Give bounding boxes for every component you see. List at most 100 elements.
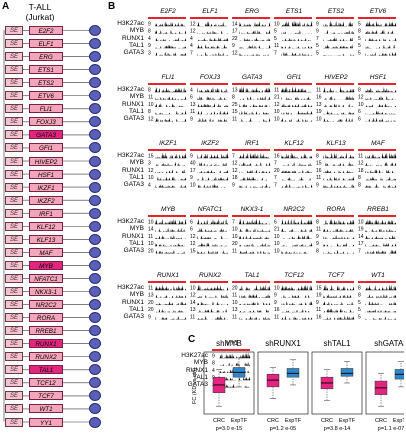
- category-label: ExpTF: [285, 418, 302, 424]
- signal-track: [239, 301, 271, 305]
- track-scale: 7: [232, 219, 235, 225]
- signal-track: [239, 309, 271, 313]
- signal-track: [365, 29, 397, 34]
- signal-track: [281, 110, 313, 115]
- signal-track: [323, 53, 355, 56]
- se-box: SE: [5, 391, 23, 401]
- signal-track: [155, 37, 187, 41]
- signal-track: [155, 227, 187, 232]
- se-box: SE: [5, 326, 23, 336]
- locus-gene-name: KLF13: [326, 140, 346, 147]
- signal-track: [155, 21, 187, 27]
- signal-track: [219, 376, 251, 381]
- track-scale: 21: [274, 227, 280, 233]
- gene-box: GFI1: [29, 143, 63, 153]
- super-enhancer-bar: [316, 83, 354, 85]
- gene-box: NR2C2: [29, 300, 63, 310]
- signal-track: [197, 51, 229, 56]
- signal-track: [323, 228, 355, 232]
- track-label: TAL1: [128, 173, 144, 181]
- signal-track: [239, 243, 271, 247]
- network-row: SE ETS1: [3, 63, 103, 76]
- tf-node: [89, 25, 101, 36]
- se-box: SE: [5, 39, 23, 49]
- track-scale: 13: [232, 87, 238, 93]
- signal-track: [365, 20, 397, 27]
- signal-track: [155, 294, 187, 298]
- se-box: SE: [5, 378, 23, 388]
- gene-box: ETV6: [29, 91, 63, 101]
- tf-node: [89, 64, 101, 76]
- network-row: SE NKX3-1: [3, 285, 103, 298]
- track-scale: 20: [232, 285, 238, 291]
- track-scale: 3: [148, 51, 151, 57]
- signal-track: [281, 308, 313, 313]
- locus-gene-name: FOXJ3: [199, 74, 221, 81]
- network-row: SE RUNX2: [3, 350, 103, 363]
- gene-box: TAL1: [29, 365, 63, 375]
- boxplot-title: shRUNX1: [265, 339, 301, 348]
- signal-track: [239, 161, 271, 166]
- track-scale: 15: [316, 161, 322, 167]
- track-scale: 16: [316, 95, 322, 101]
- network-row: SE E2F2: [3, 24, 103, 37]
- network-row: SE HIVEP2: [3, 155, 103, 168]
- tf-node: [89, 364, 101, 376]
- tf-node: [89, 194, 101, 206]
- signal-track: [365, 309, 397, 313]
- signal-track: [365, 117, 397, 122]
- track-scale: 5: [358, 307, 361, 313]
- tf-node: [89, 142, 101, 154]
- boxplot-title: shMYB: [216, 339, 242, 348]
- super-enhancer-bar: [274, 149, 312, 151]
- network-row: SE MYB: [3, 259, 103, 272]
- track-scale: 10: [148, 219, 154, 225]
- track-scale: 9: [148, 21, 151, 27]
- boxplot-title: shGATA3: [374, 339, 404, 348]
- tf-node: [89, 155, 101, 167]
- track-scale: 8: [212, 361, 215, 367]
- signal-track: [239, 235, 271, 239]
- signal-track: [323, 110, 355, 115]
- track-scale: 40: [190, 161, 196, 167]
- se-box: SE: [5, 339, 23, 349]
- track-label: MYB: [129, 291, 144, 299]
- track-scale: 15: [148, 153, 154, 159]
- track-label: GATA3: [123, 313, 144, 321]
- signal-track: [219, 361, 251, 366]
- se-box: SE: [5, 260, 23, 270]
- signal-track: [365, 242, 397, 247]
- track-scale: 12: [190, 21, 196, 27]
- signal-track: [239, 316, 271, 320]
- track-scale: 5: [274, 36, 277, 42]
- signal-track: [365, 86, 397, 93]
- track-scale: 11: [316, 227, 321, 233]
- super-enhancer-bar: [358, 215, 396, 217]
- box-crc: [266, 374, 280, 388]
- super-enhancer-bar: [190, 83, 228, 85]
- signal-track: [281, 294, 313, 298]
- se-box: SE: [5, 234, 23, 244]
- tf-node: [89, 77, 101, 89]
- signal-track: [197, 110, 229, 115]
- gene-box: RUNX1: [29, 339, 63, 349]
- network-row: SE ETS2: [3, 76, 103, 89]
- locus-gene-name: MYB: [160, 206, 176, 213]
- se-box: SE: [5, 78, 23, 88]
- track-scale: 6: [358, 117, 361, 123]
- signal-track: [155, 96, 187, 100]
- gene-box: KLF13: [29, 234, 63, 244]
- track-label: H3K27ac: [117, 20, 144, 27]
- track-scale: 6: [358, 109, 361, 115]
- signal-track: [323, 20, 355, 27]
- track-scale: 12: [274, 102, 280, 108]
- track-scale: 6: [190, 219, 193, 225]
- track-scale: 9: [316, 21, 319, 27]
